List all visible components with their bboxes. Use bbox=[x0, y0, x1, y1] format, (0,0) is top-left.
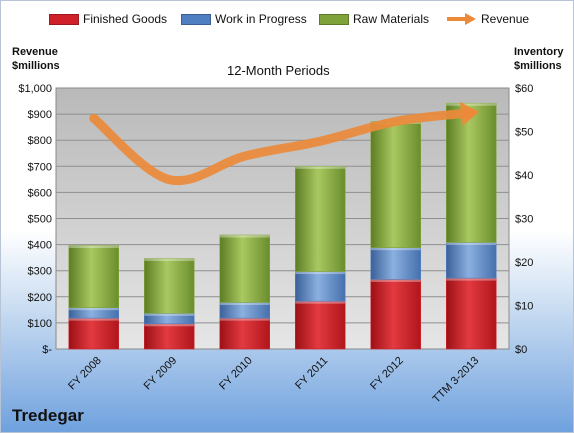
right-tick-label: $40 bbox=[515, 170, 533, 182]
right-axis-title-line-1: Inventory bbox=[514, 46, 564, 58]
revenue-line bbox=[89, 108, 476, 186]
bar-work-in-progress bbox=[295, 271, 346, 302]
category-label: FY 2009 bbox=[142, 355, 180, 393]
legend-swatch-revenue bbox=[447, 13, 476, 25]
bar-work-in-progress-highlight bbox=[68, 307, 119, 311]
left-tick-label: $600 bbox=[28, 187, 52, 199]
bar-raw-materials bbox=[295, 166, 346, 272]
legend-item-revenue: Revenue bbox=[445, 12, 529, 26]
legend-swatch-work-in-progress bbox=[181, 13, 211, 25]
bar-raw-materials bbox=[370, 121, 421, 248]
bar-raw-materials bbox=[144, 258, 195, 314]
legend: Finished Goods Work in Progress Raw Mate… bbox=[1, 9, 573, 29]
legend-label-work-in-progress: Work in Progress bbox=[215, 12, 307, 26]
legend-label-finished-goods: Finished Goods bbox=[83, 12, 168, 26]
bar-raw-materials bbox=[219, 234, 270, 303]
bar-work-in-progress-highlight bbox=[295, 271, 346, 275]
left-tick-label: $200 bbox=[28, 292, 52, 304]
right-tick-label: $30 bbox=[515, 214, 533, 226]
bar-finished-goods bbox=[144, 323, 195, 350]
legend-swatch-finished-goods bbox=[49, 13, 79, 25]
bar-raw-materials-highlight bbox=[144, 258, 195, 262]
category-label: FY 2011 bbox=[293, 355, 330, 392]
bar-finished-goods bbox=[446, 277, 497, 350]
category-label: FY 2012 bbox=[368, 355, 406, 393]
legend-item-finished-goods: Finished Goods bbox=[49, 12, 167, 26]
left-tick-label: $1,000 bbox=[18, 83, 52, 95]
right-axis-title-line-2: $millions bbox=[514, 60, 562, 72]
bar-work-in-progress-highlight bbox=[144, 313, 195, 316]
bar-finished-goods-highlight bbox=[144, 323, 195, 327]
left-tick-label: $300 bbox=[28, 266, 52, 278]
left-tick-label: $- bbox=[42, 344, 52, 356]
bar-finished-goods bbox=[68, 317, 119, 350]
bar-finished-goods-highlight bbox=[219, 318, 270, 321]
bar-finished-goods-highlight bbox=[370, 279, 421, 282]
right-tick-label: $0 bbox=[515, 344, 527, 356]
bar-raw-materials-highlight bbox=[446, 103, 497, 106]
legend-item-raw-materials: Raw Materials bbox=[319, 12, 429, 26]
left-axis-title-line-1: Revenue bbox=[12, 46, 58, 58]
bar-work-in-progress-highlight bbox=[370, 247, 421, 251]
left-tick-label: $900 bbox=[28, 109, 52, 121]
bar-raw-materials bbox=[446, 102, 497, 243]
legend-swatch-raw-materials bbox=[319, 13, 349, 25]
bar-work-in-progress bbox=[370, 247, 421, 280]
bar-work-in-progress-highlight bbox=[446, 242, 497, 245]
left-tick-label: $400 bbox=[28, 240, 52, 252]
legend-label-revenue: Revenue bbox=[481, 12, 530, 26]
bar-raw-materials-highlight bbox=[219, 235, 270, 238]
bar-finished-goods-highlight bbox=[68, 318, 119, 321]
right-tick-label: $60 bbox=[515, 83, 533, 95]
bar-raw-materials bbox=[68, 245, 119, 308]
category-label: FY 2010 bbox=[217, 355, 255, 393]
legend-label-raw-materials: Raw Materials bbox=[353, 12, 430, 26]
bar-work-in-progress bbox=[446, 242, 497, 279]
bar-finished-goods-highlight bbox=[295, 301, 346, 304]
company-name: Tredegar bbox=[12, 406, 84, 425]
left-tick-label: $500 bbox=[28, 214, 52, 226]
left-tick-label: $800 bbox=[28, 135, 52, 147]
right-tick-label: $10 bbox=[515, 301, 533, 313]
bar-raw-materials-highlight bbox=[295, 166, 346, 169]
bar-raw-materials-highlight bbox=[68, 245, 119, 248]
right-tick-label: $50 bbox=[515, 127, 533, 139]
chart-title: 12-Month Periods bbox=[227, 63, 330, 78]
left-axis-title: Revenue $millions bbox=[12, 45, 60, 73]
revenue-arrowhead bbox=[459, 102, 480, 126]
left-tick-label: $100 bbox=[28, 318, 52, 330]
bar-finished-goods-highlight bbox=[446, 278, 497, 281]
right-axis-title: Inventory $millions bbox=[514, 45, 564, 73]
right-tick-label: $20 bbox=[515, 257, 533, 269]
legend-item-work-in-progress: Work in Progress bbox=[181, 12, 307, 26]
bar-work-in-progress-highlight bbox=[219, 302, 270, 305]
left-tick-label: $700 bbox=[28, 161, 52, 173]
bar-finished-goods bbox=[370, 279, 421, 350]
bar-finished-goods bbox=[219, 317, 270, 350]
category-label: TTM 3-2013 bbox=[431, 355, 482, 406]
bar-finished-goods bbox=[295, 300, 346, 350]
left-axis-title-line-2: $millions bbox=[12, 60, 60, 72]
category-label: FY 2008 bbox=[66, 355, 104, 393]
